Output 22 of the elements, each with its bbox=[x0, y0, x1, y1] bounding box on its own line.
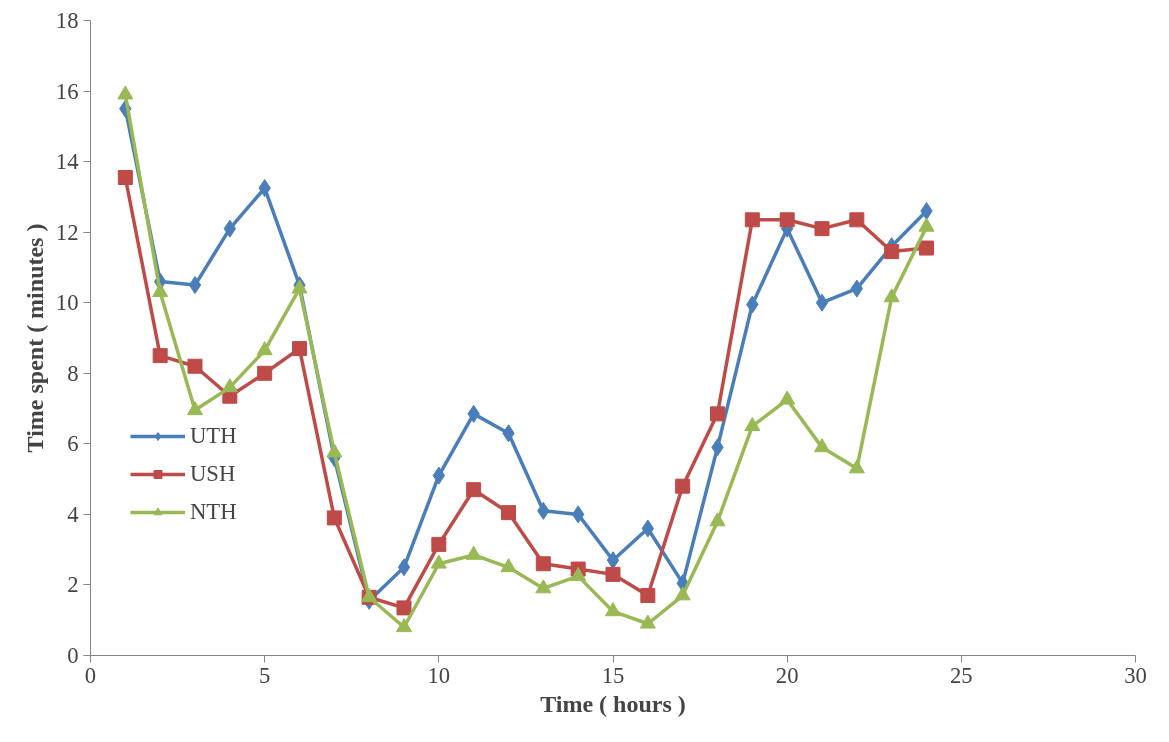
y-tick-label: 14 bbox=[55, 149, 79, 175]
y-tick-label: 18 bbox=[55, 8, 79, 33]
y-tick-label: 10 bbox=[55, 290, 79, 316]
x-tick-label: 5 bbox=[259, 662, 271, 688]
legend-label: NTH bbox=[190, 499, 237, 525]
x-tick-label: 30 bbox=[1124, 662, 1147, 688]
x-tick-label: 15 bbox=[601, 662, 625, 688]
y-tick-label: 16 bbox=[55, 78, 79, 104]
y-tick-label: 2 bbox=[67, 572, 79, 598]
x-tick-label: 20 bbox=[775, 662, 799, 688]
legend-label: UTH bbox=[190, 423, 237, 449]
y-tick-label: 12 bbox=[55, 219, 79, 245]
x-axis-title: Time ( hours ) bbox=[540, 690, 686, 717]
y-axis-title: Time spent ( minutes ) bbox=[21, 223, 48, 453]
y-tick-label: 6 bbox=[67, 431, 79, 457]
y-tick-label: 8 bbox=[67, 360, 79, 386]
x-tick-label: 10 bbox=[427, 662, 451, 688]
x-tick-label: 0 bbox=[84, 662, 97, 688]
x-tick-label: 25 bbox=[950, 662, 973, 688]
y-tick-label: 4 bbox=[67, 501, 79, 527]
y-tick-label: 0 bbox=[67, 643, 79, 668]
legend-label: USH bbox=[190, 461, 236, 487]
